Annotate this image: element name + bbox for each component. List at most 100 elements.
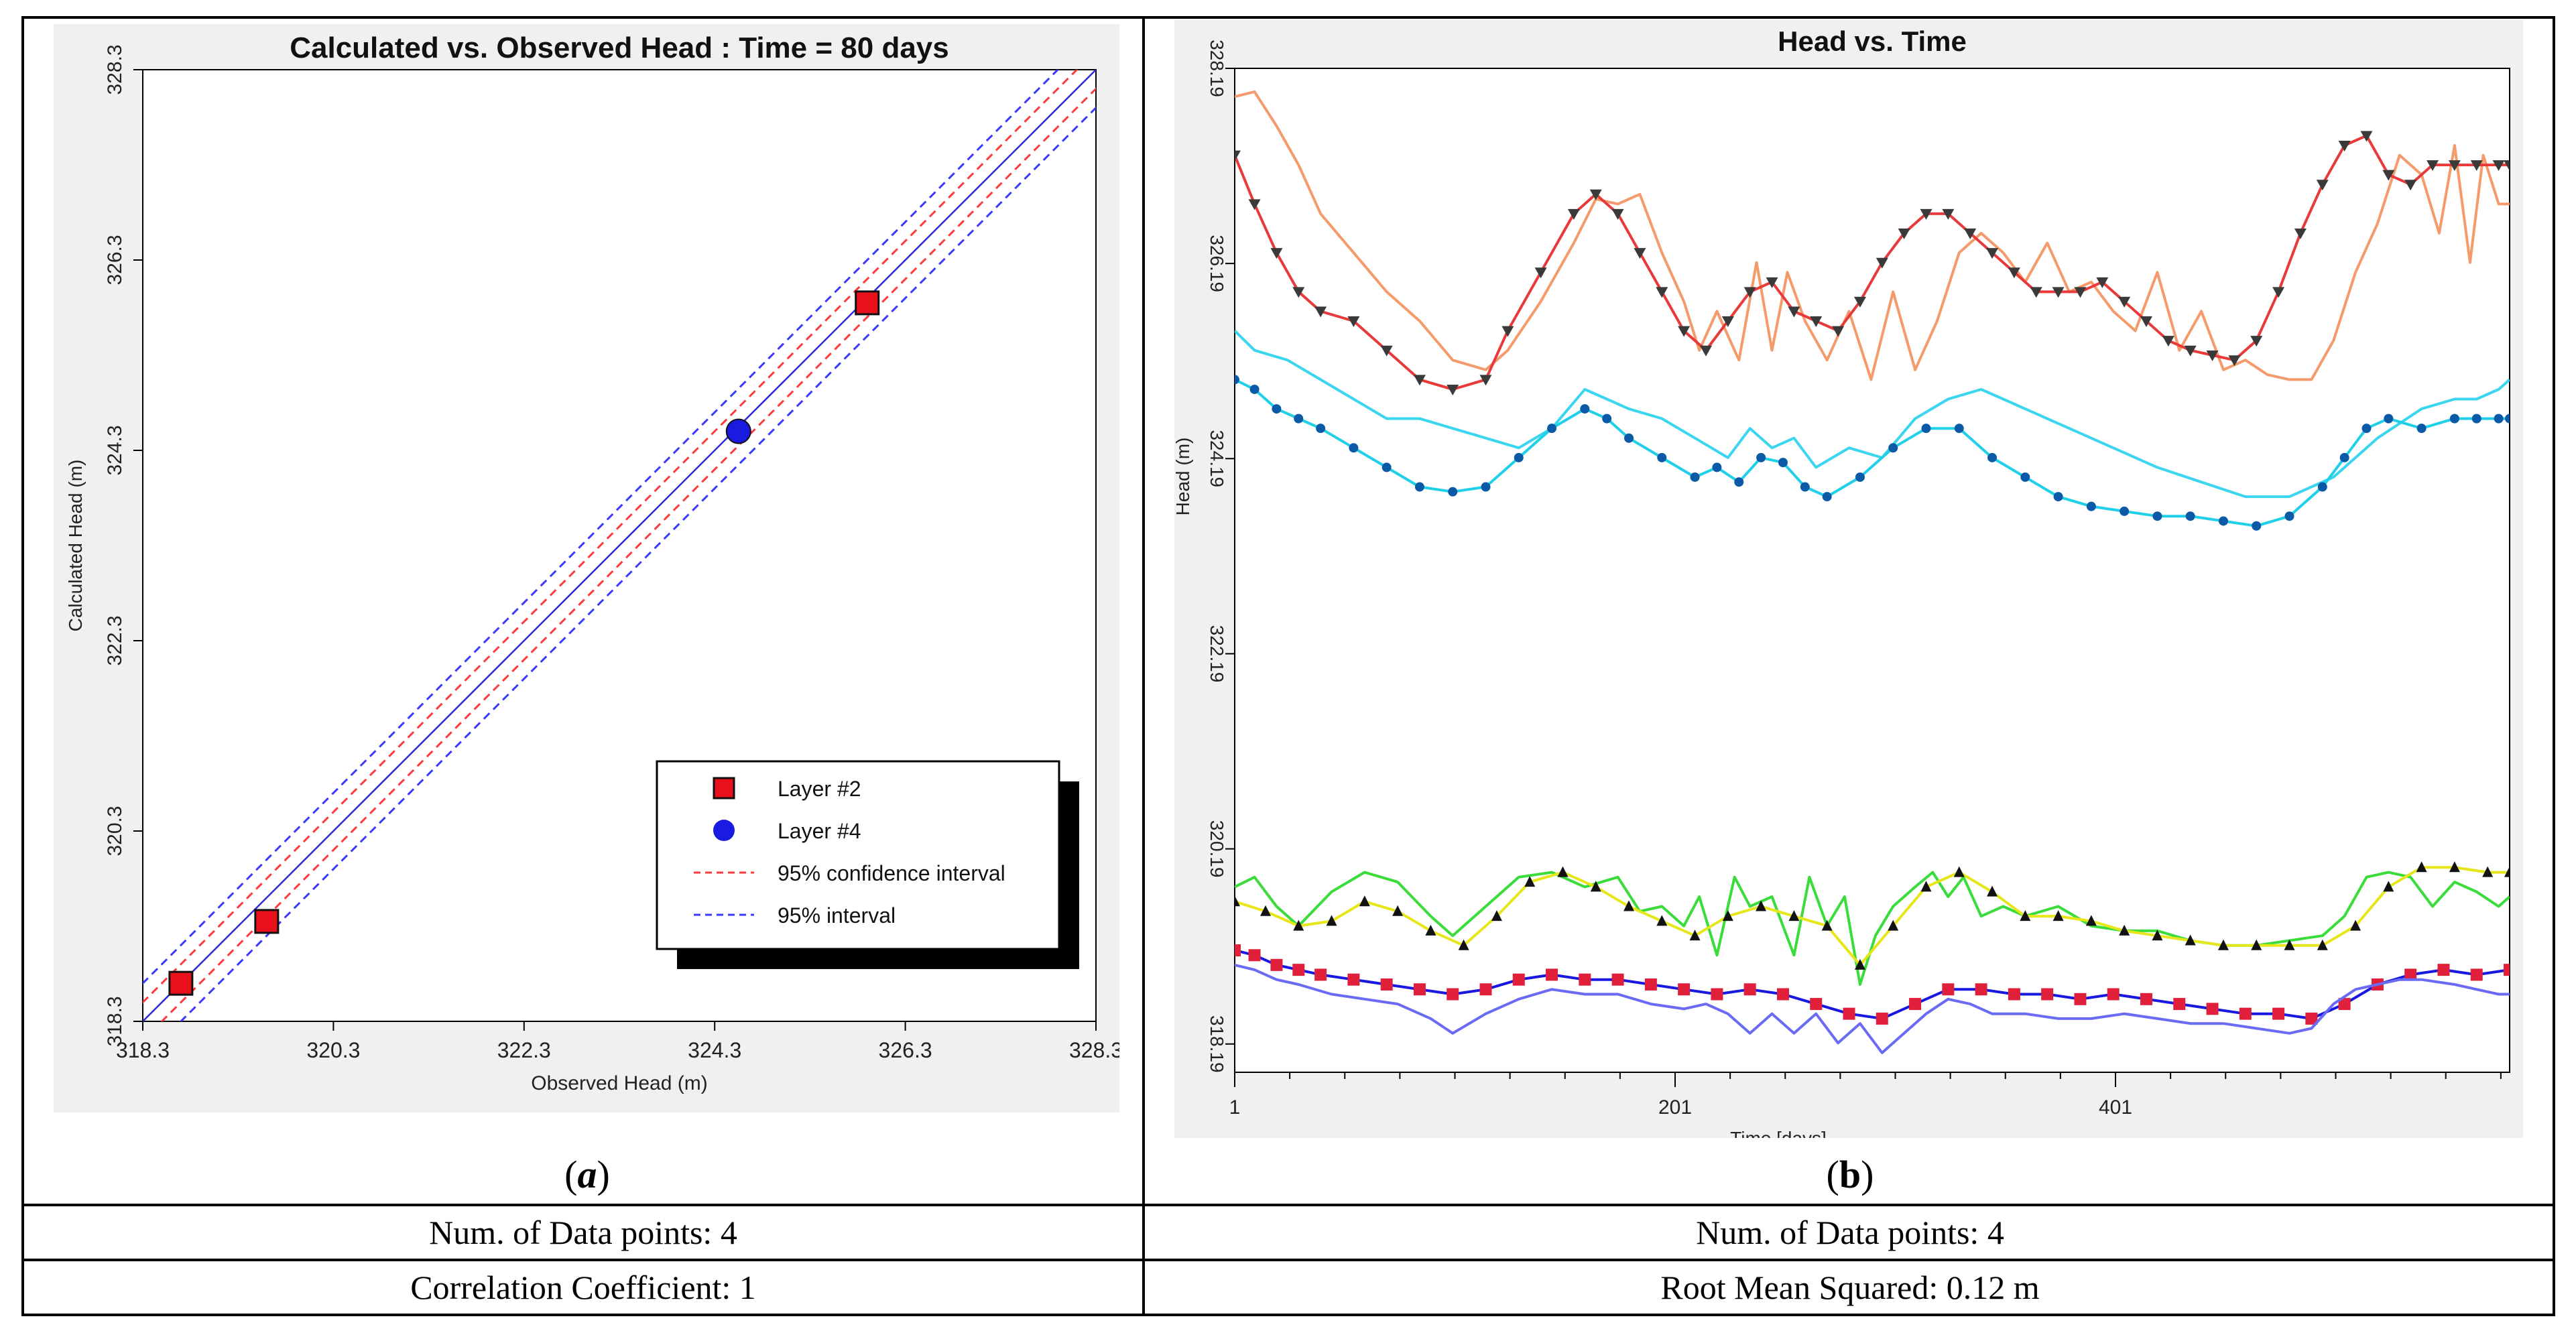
right-row-2: Root Mean Squared: 0.12 m [1660, 1269, 2040, 1306]
chart-b-marker-dot [2505, 413, 2510, 424]
chart-b-marker-square [1380, 978, 1393, 991]
chart-b-marker-triangle-down [2504, 160, 2510, 172]
chart-b-marker-dot [2384, 413, 2394, 424]
chart-b-marker-triangle-down [2427, 160, 2439, 172]
chart-b-marker-triangle-up [1756, 900, 1767, 911]
chart-b-marker-dot [1316, 424, 1326, 434]
chart-b-marker-triangle-up [2217, 939, 2229, 950]
chart-b-marker-dot [1921, 424, 1931, 434]
chart-b-marker-square [1776, 988, 1789, 1001]
chart-b-marker-triangle-up [1623, 900, 1635, 911]
chart-b-marker-square [1314, 968, 1327, 981]
chart-a-point-square [855, 290, 880, 316]
chart-b-marker-triangle-down [1380, 345, 1393, 357]
chart-b-marker-triangle-up [1293, 919, 1304, 931]
chart-b-marker-square [1810, 998, 1823, 1011]
chart-b-marker-triangle-up [2284, 939, 2295, 950]
chart-b-marker-triangle-down [2228, 355, 2241, 367]
chart-b-marker-triangle-up [2416, 861, 2427, 873]
chart-b-marker-square [1546, 968, 1558, 981]
chart-b-marker-dot [1349, 443, 1359, 453]
chart-b-marker-triangle-down [1589, 189, 1602, 200]
chart-b-xtick-label: 1 [1229, 1096, 1241, 1119]
chart-b-ytick-label: 324.19 [1207, 430, 1227, 487]
chart-b-marker-dot [2471, 413, 2481, 424]
chart-b-marker-triangle-down [1347, 316, 1360, 328]
chart-b-marker-triangle-up [1458, 939, 1469, 950]
chart-b-marker-triangle-down [2470, 160, 2483, 172]
chart-b-ylabel: Head (m) [1174, 438, 1193, 516]
chart-b-marker-triangle-down [1479, 375, 1492, 386]
chart-b-xtick-label: 401 [2099, 1096, 2132, 1119]
chart-b-marker-triangle-down [2382, 170, 2395, 181]
left-row-2: Correlation Coefficient: 1 [410, 1269, 756, 1306]
table-center-divider [1142, 16, 1145, 1316]
chart-b-marker-square [2437, 964, 2450, 976]
chart-b-marker-square [2140, 993, 2152, 1005]
chart-b-marker-triangle-up [2185, 934, 2196, 946]
chart-b-marker-triangle-down [1743, 287, 1756, 298]
chart-a-ytick-label: 324.3 [104, 425, 126, 475]
legend-item-label: Layer #4 [778, 819, 861, 843]
chart-b-marker-triangle-up [1235, 895, 1240, 907]
legend-circle-marker [713, 820, 735, 841]
chart-b-marker-triangle-down [2360, 131, 2373, 142]
chart-b-marker-dot [1657, 452, 1667, 462]
chart-b-marker-triangle-up [1920, 881, 1932, 892]
chart-b-marker-triangle-down [2052, 287, 2065, 298]
chart-b-marker-triangle-up [1888, 919, 1899, 931]
chart-b-marker-triangle-down [2338, 141, 2351, 152]
chart-b-marker-square [2504, 964, 2510, 976]
chart-b-marker-square [2272, 1007, 2285, 1020]
chart-a-ylabel: Calculated Head (m) [65, 460, 86, 632]
chart-b-marker-triangle-up [2504, 866, 2510, 877]
chart-b-marker-triangle-up [2449, 861, 2460, 873]
chart-b-marker-triangle-up [1260, 905, 1271, 916]
chart-b-marker-triangle-down [2294, 229, 2307, 240]
chart-b-marker-dot [1249, 384, 1260, 394]
chart-b-marker-dot [1294, 413, 1304, 424]
chart-b-marker-dot [1235, 375, 1239, 385]
chart-a-xtick-label: 320.3 [306, 1038, 360, 1062]
chart-b-plot-area [1234, 68, 2510, 1073]
chart-a-interval-line [143, 70, 1060, 985]
chart-b-marker-triangle-up [1590, 881, 1601, 892]
chart-b-marker-square [1413, 983, 1426, 996]
chart-b-marker-dot [1987, 452, 1998, 462]
chart-b-marker-triangle-up [1821, 919, 1833, 931]
chart-b-marker-dot [2494, 413, 2504, 424]
chart-b-marker-square [2239, 1007, 2252, 1020]
chart-b-marker-dot [1756, 452, 1766, 462]
chart-b-marker-triangle-down [1832, 326, 1845, 337]
chart-b-marker-triangle-down [1248, 199, 1261, 210]
chart-b-marker-triangle-down [1314, 306, 1327, 318]
chart-a-point-circle [725, 418, 751, 444]
chart-b-series-line [1235, 963, 2510, 1054]
chart-b-marker-dot [2152, 511, 2162, 521]
chart-b-xtick-label: 201 [1658, 1096, 1692, 1119]
chart-b-marker-square [1876, 1012, 1888, 1025]
chart-b-marker-dot [1414, 482, 1424, 492]
chart-b-marker-triangle-down [1788, 306, 1800, 318]
legend-square-marker [713, 777, 735, 800]
chart-b-marker-triangle-down [1447, 384, 1459, 395]
chart-b-marker-triangle-down [1986, 248, 1999, 259]
chart-b-marker-triangle-down [1611, 208, 1624, 220]
chart-b-marker-dot [1382, 462, 1392, 472]
chart-b-marker-triangle-down [1501, 326, 1514, 337]
chart-a-interval-line [179, 106, 1096, 1021]
chart-b-marker-dot [1712, 462, 1722, 472]
caption-a-letter: a [577, 1153, 597, 1196]
chart-b-marker-dot [2020, 472, 2030, 482]
chart-b-marker-dot [1778, 458, 1788, 468]
chart-b-marker-triangle-up [1987, 885, 1998, 897]
chart-b-marker-square [2305, 1012, 2318, 1025]
chart-b-series-line [1235, 378, 2510, 527]
chart-b-marker-dot [2339, 452, 2349, 462]
chart-b-title: Head vs. Time [1778, 25, 1967, 57]
chart-b-marker-dot [2284, 511, 2294, 521]
chart-b-marker-triangle-up [2251, 939, 2262, 950]
chart-b-marker-triangle-up [1722, 910, 1733, 921]
chart-b-marker-triangle-up [2020, 910, 2031, 921]
left-row-1: Num. of Data points: 4 [429, 1214, 737, 1251]
